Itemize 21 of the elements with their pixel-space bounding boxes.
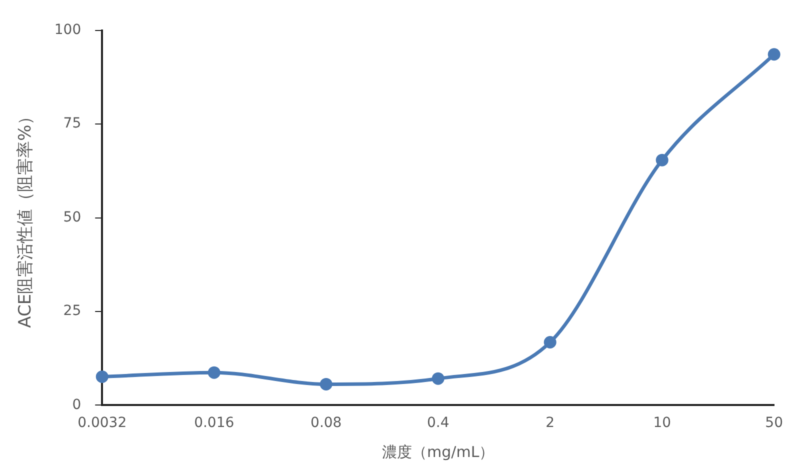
point bbox=[208, 366, 220, 379]
x-tick-label: 50 bbox=[765, 415, 784, 432]
x-tick-label: 0.4 bbox=[426, 415, 450, 432]
x-tick-label: 0.08 bbox=[310, 415, 342, 432]
y-tick-label: 100 bbox=[54, 22, 82, 38]
y-tick-label: 75 bbox=[63, 116, 82, 132]
y-tick-label: 50 bbox=[63, 209, 82, 226]
x-tick-label: 0.016 bbox=[194, 415, 234, 432]
point bbox=[432, 372, 444, 385]
y-tick-label: 25 bbox=[63, 303, 82, 320]
point bbox=[320, 378, 332, 390]
point bbox=[768, 48, 780, 61]
x-tick-label: 10 bbox=[653, 415, 672, 432]
point bbox=[656, 154, 668, 166]
point bbox=[544, 336, 556, 348]
x-axis-title: 濃度（mg/mL） bbox=[382, 442, 494, 461]
x-tick-label: 0.0032 bbox=[78, 415, 127, 432]
x-tick-label: 2 bbox=[546, 415, 555, 432]
point bbox=[96, 370, 108, 383]
y-axis-title: ACE阻害活性値（阻害率%） bbox=[16, 108, 36, 328]
y-tick-label: 0 bbox=[72, 396, 82, 413]
